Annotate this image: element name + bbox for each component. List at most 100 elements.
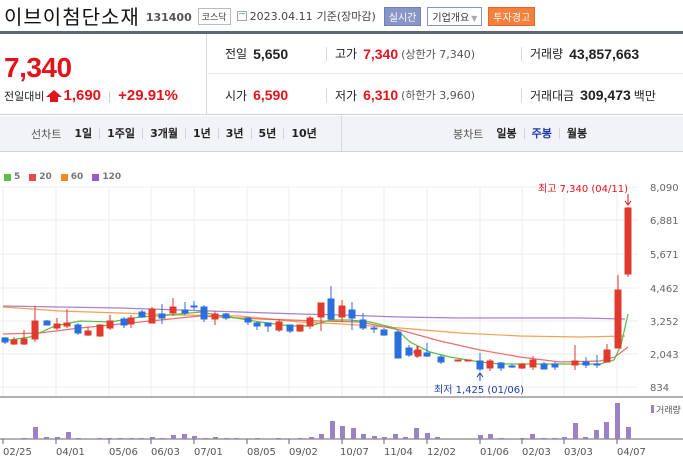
- open-value: 6,590: [253, 87, 289, 103]
- investment-warning-button[interactable]: 투자경고: [488, 6, 536, 26]
- prev-close-value: 5,650: [253, 45, 289, 62]
- up-arrow-icon: [46, 90, 63, 102]
- x-tick: 02/25: [3, 447, 32, 458]
- divider: |: [108, 88, 112, 103]
- change-amount: 1,690: [63, 87, 102, 104]
- x-tick: 04/01: [56, 447, 85, 458]
- low-annotation-text: 최저 1,425 (01/06): [434, 384, 524, 396]
- grid: [0, 186, 638, 397]
- candle-chart-label: 봉차트: [453, 127, 484, 141]
- quote-details: 전일 5,650 고가 7,340 (상한가 7,340) 거래량 43,857…: [208, 34, 683, 115]
- legend-ma120: 120: [92, 172, 121, 182]
- tab-10y[interactable]: 10년: [283, 128, 323, 139]
- market-badge: 코스닥: [197, 7, 231, 25]
- tab-3m[interactable]: 3개월: [142, 128, 185, 139]
- company-overview-button[interactable]: 기업개요 ▼: [427, 6, 483, 26]
- y-tick: 8,090: [650, 183, 679, 194]
- chart-tabs: 선차트 1일 1주일 3개월 1년 3년 5년 10년 봉차트 일봉 주봉 월봉: [0, 116, 683, 152]
- low-label: 저가: [335, 88, 358, 103]
- low-value: 6,310: [363, 87, 399, 103]
- quote-row-2: 시가 6,590 저가 6,310 (하한가 3,960) 거래대금 309,4…: [208, 75, 683, 115]
- quote-panel: 7,340 전일대비 1,690 | +29.91% 전일 5,650 고가 7…: [0, 31, 683, 115]
- ma20-swatch: [29, 173, 37, 181]
- line-chart-tabs: 선차트 1일 1주일 3개월 1년 3년 5년 10년: [0, 116, 342, 151]
- chart-canvas: 8,090 6,881 5,671 4,462 3,252 2,043 834: [0, 183, 683, 458]
- change-label: 전일대비: [4, 89, 45, 103]
- high-annotation-text: 최고 7,340 (04/11): [538, 183, 628, 195]
- quote-date: 2023.04.11: [249, 9, 313, 23]
- price-change: 전일대비 1,690 | +29.91%: [4, 87, 178, 104]
- legend-ma20: 20: [29, 172, 52, 182]
- legend-label: 60: [70, 172, 84, 182]
- lower-limit: (하한가 3,960): [401, 89, 476, 102]
- stock-chart[interactable]: 5 20 60 120 8,090 6,881 5,671 4,462 3,25…: [0, 152, 683, 463]
- legend-label: 120: [102, 172, 122, 182]
- line-chart-label: 선차트: [31, 127, 62, 141]
- x-tick: 09/02: [289, 447, 318, 458]
- tab-1w[interactable]: 1주일: [99, 128, 142, 139]
- y-axis: 8,090 6,881 5,671 4,462 3,252 2,043 834: [650, 183, 679, 394]
- volume-legend-label: 거래량: [656, 404, 681, 416]
- candles: [1, 207, 632, 371]
- stock-name: 이브이첨단소재: [4, 4, 140, 29]
- y-tick: 4,462: [650, 284, 679, 295]
- calendar-icon: [236, 11, 247, 21]
- prev-close-cell: 전일 5,650: [225, 45, 288, 62]
- amount-unit: 백만: [633, 88, 656, 103]
- tab-3y[interactable]: 3년: [217, 128, 251, 139]
- open-cell: 시가 6,590: [225, 87, 288, 104]
- high-annotation: 최고 7,340 (04/11): [538, 183, 632, 206]
- change-percent: +29.91%: [118, 87, 178, 104]
- open-label: 시가: [225, 88, 248, 103]
- tab-monthly[interactable]: 월봉: [558, 128, 594, 139]
- candle-chart-tabs: 봉차트 일봉 주봉 월봉: [343, 116, 683, 151]
- tab-5y[interactable]: 5년: [250, 128, 284, 139]
- ma5-swatch: [4, 173, 11, 181]
- x-tick: 10/07: [340, 447, 369, 458]
- legend-ma5: 5: [4, 172, 20, 182]
- amount-label: 거래대금: [530, 88, 575, 103]
- stock-code: 131400: [145, 10, 192, 24]
- x-tick: 08/05: [247, 447, 276, 458]
- ma-legend: 5 20 60 120: [4, 172, 130, 182]
- chevron-down-icon: ▼: [471, 13, 478, 23]
- volume-cell: 거래량 43,857,663: [521, 45, 640, 62]
- quote-row-1: 전일 5,650 고가 7,340 (상한가 7,340) 거래량 43,857…: [208, 34, 683, 74]
- realtime-button[interactable]: 실시간: [383, 6, 422, 26]
- current-price-box: 7,340 전일대비 1,690 | +29.91%: [0, 34, 207, 115]
- high-cell: 고가 7,340 (상한가 7,340): [326, 45, 476, 62]
- y-tick: 2,043: [650, 350, 679, 361]
- quote-basis: 기준(장마감): [316, 10, 376, 23]
- legend-label: 5: [14, 172, 21, 182]
- stock-header: 이브이첨단소재 131400 코스닥 2023.04.11 기준(장마감) 실시…: [0, 0, 683, 30]
- y-tick: 5,671: [650, 250, 679, 261]
- legend-ma60: 60: [60, 172, 84, 182]
- ma120-swatch: [92, 173, 100, 181]
- x-tick: 03/03: [564, 447, 593, 458]
- y-tick: 3,252: [650, 317, 679, 328]
- high-value: 7,340: [363, 45, 399, 62]
- y-tick: 834: [650, 383, 669, 394]
- amount-value: 309,473: [580, 87, 631, 103]
- high-label: 고가: [335, 47, 358, 61]
- upper-limit: (상한가 7,340): [401, 47, 476, 61]
- x-tick: 06/03: [151, 447, 180, 458]
- y-tick: 6,881: [650, 216, 679, 227]
- tab-weekly[interactable]: 주봉: [523, 128, 559, 139]
- tab-daily[interactable]: 일봉: [496, 127, 517, 140]
- x-tick: 11/04: [384, 447, 413, 458]
- volume-bars: [22, 403, 631, 439]
- volume-value: 43,857,663: [569, 45, 640, 62]
- x-axis: 02/25 04/01 05/06 06/03 07/01 08/05 09/0…: [3, 447, 646, 458]
- tab-1d[interactable]: 1일: [74, 127, 93, 140]
- current-price: 7,340: [4, 52, 72, 83]
- tab-1y[interactable]: 1년: [184, 128, 218, 139]
- x-tick: 02/03: [522, 447, 551, 458]
- low-cell: 저가 6,310 (하한가 3,960): [326, 87, 476, 103]
- volume-label: 거래량: [530, 47, 564, 61]
- low-annotation: 최저 1,425 (01/06): [434, 372, 524, 396]
- prev-close-label: 전일: [225, 47, 248, 61]
- x-tick: 04/07: [617, 447, 646, 458]
- x-tick: 01/06: [480, 447, 509, 458]
- volume-legend-swatch: [651, 405, 654, 413]
